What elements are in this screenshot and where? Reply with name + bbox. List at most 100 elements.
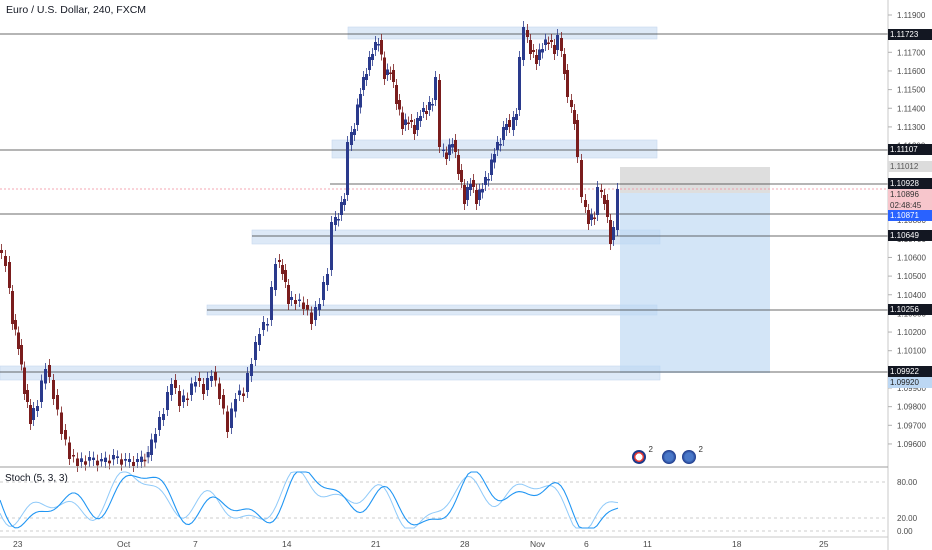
price-label-l9: 1.10256: [888, 304, 932, 315]
candle-body: [404, 119, 407, 125]
chart-title: Euro / U.S. Dollar, 240, FXCM: [6, 4, 147, 16]
candle-body: [425, 111, 428, 114]
time-tick-label: 21: [371, 539, 381, 549]
globe-icon[interactable]: [662, 450, 676, 464]
candle-body: [290, 297, 293, 300]
candle-body: [566, 70, 569, 97]
candle-body: [72, 455, 75, 457]
candle-body: [392, 70, 395, 82]
candle-body: [484, 177, 487, 185]
price-label-l10: 1.09922: [888, 366, 932, 377]
candle-body: [40, 380, 43, 402]
candle-body: [206, 378, 209, 390]
candle-body: [422, 108, 425, 112]
price-label-l1: 1.11723: [888, 29, 932, 40]
candle-body: [36, 406, 39, 411]
stoch-level-label: 0.00: [897, 527, 913, 536]
badge-count: 2: [648, 445, 653, 454]
candle-body: [274, 264, 277, 290]
candle-body: [170, 384, 173, 395]
sr-zone: [347, 26, 658, 40]
candle-body: [560, 38, 563, 51]
price-label-l5: 1.10896: [888, 189, 932, 200]
candle-body: [302, 302, 305, 309]
candle-body: [23, 367, 26, 394]
stoch-line: [0, 471, 619, 529]
price-label-l6: 02:48:45: [888, 200, 932, 211]
candle-body: [162, 414, 165, 420]
candle-body: [100, 459, 103, 462]
candle-body: [14, 320, 17, 330]
candle-body: [593, 217, 596, 219]
candle-body: [222, 395, 225, 409]
candle-body: [80, 458, 83, 462]
candle-body: [246, 373, 249, 392]
flag-icon[interactable]: 2: [632, 445, 653, 464]
candle-body: [547, 42, 550, 44]
candle-body: [350, 132, 353, 145]
candle-body: [377, 44, 380, 46]
candle-body: [410, 120, 413, 122]
time-tick-label: 7: [193, 539, 198, 549]
candle-body: [454, 140, 457, 152]
candle-body: [294, 300, 297, 304]
candle-body: [56, 395, 59, 410]
long-position-tool[interactable]: [620, 167, 770, 373]
candle-body: [419, 116, 422, 121]
candle-body: [606, 200, 609, 217]
candle-body: [616, 189, 619, 230]
candle-body: [472, 180, 475, 187]
candle-body: [254, 342, 257, 360]
candle-body: [146, 452, 150, 458]
candle-body: [490, 159, 493, 175]
event-icons[interactable]: 2 2: [632, 445, 703, 464]
candle-body: [541, 49, 544, 53]
candle-body: [178, 391, 181, 406]
candle-body: [158, 417, 161, 430]
candlestick-series: [0, 21, 619, 472]
candle-body: [538, 49, 541, 60]
candle-body: [68, 442, 71, 459]
candle-body: [124, 459, 127, 461]
candle-body: [96, 460, 99, 466]
candle-body: [44, 369, 47, 384]
candle-body: [190, 383, 193, 395]
candle-body: [550, 40, 553, 42]
globe-icon[interactable]: 2: [682, 445, 703, 464]
candle-body: [154, 434, 157, 443]
time-tick-label: 6: [584, 539, 589, 549]
candle-body: [52, 380, 55, 399]
price-tick-label: 1.10500: [897, 272, 926, 281]
candle-body: [522, 27, 525, 60]
price-tick-label: 1.11400: [897, 104, 926, 113]
candle-body: [270, 287, 273, 320]
candle-body: [278, 260, 281, 262]
time-tick-label: 11: [643, 539, 652, 549]
badge-count: 2: [698, 445, 703, 454]
price-tick-label: 1.10400: [897, 291, 926, 300]
candle-body: [526, 30, 529, 37]
candle-body: [314, 307, 317, 320]
time-axis[interactable]: 23 Oct 7 14 21 28 Nov 6 11 18 25: [13, 539, 829, 549]
stoch-line: [0, 471, 619, 529]
candle-body: [326, 274, 329, 285]
candle-body: [306, 305, 309, 310]
candle-body: [266, 324, 269, 326]
candle-body: [368, 57, 371, 70]
price-tick-label: 1.11700: [897, 48, 926, 57]
candle-body: [442, 149, 445, 151]
price-label-l2: 1.11107: [888, 144, 932, 155]
candle-body: [365, 74, 368, 80]
candle-body: [26, 390, 29, 402]
candle-body: [230, 408, 233, 428]
stochastic-title: Stoch (5, 3, 3): [5, 473, 68, 484]
price-tick-label: 1.10200: [897, 328, 926, 337]
candle-body: [182, 395, 185, 402]
candle-body: [451, 144, 454, 148]
candle-body: [496, 142, 499, 150]
candle-body: [92, 457, 95, 460]
candle-body: [353, 129, 356, 135]
candle-body: [493, 154, 496, 163]
